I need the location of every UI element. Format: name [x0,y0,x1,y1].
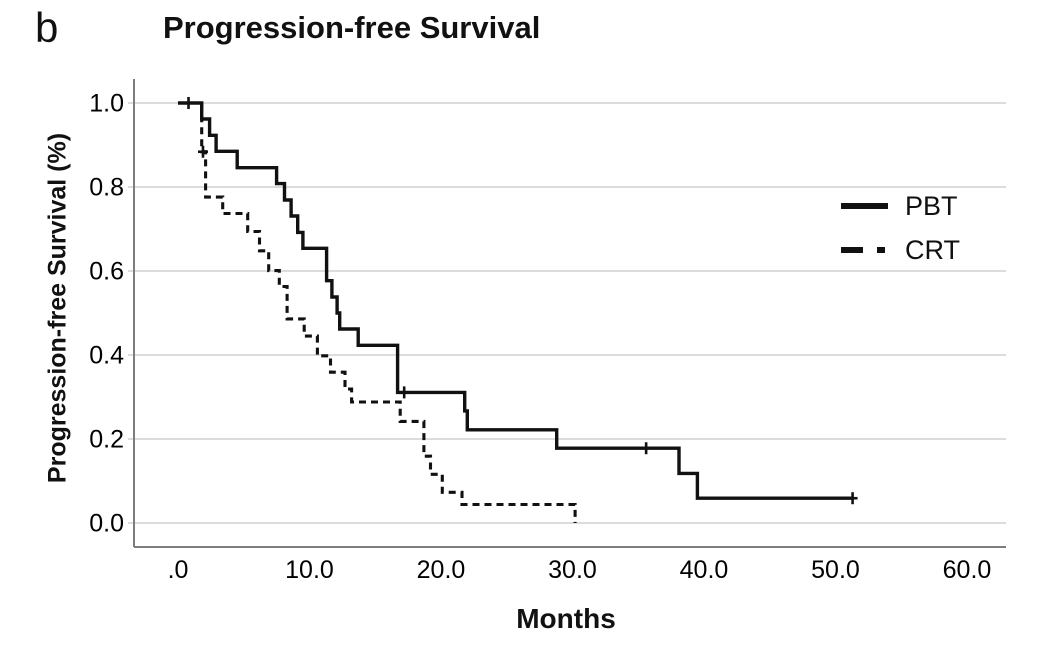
legend-label-crt: CRT [905,234,961,265]
pbt-survival-curve [178,101,853,500]
legend-label-pbt: PBT [905,190,958,221]
y-tick-label: 0.8 [89,174,124,202]
y-axis-title: Progression-free Survival (%) [43,132,72,484]
y-tick-label: 0.4 [89,342,124,370]
y-tick-label: 1.0 [89,90,124,118]
panel-label: b [35,4,59,51]
y-tick-label: 0.2 [89,426,124,454]
x-tick-label: 10.0 [285,556,334,584]
x-tick-label: 20.0 [417,556,466,584]
x-tick-label: .0 [168,556,189,584]
y-tick-label: 0.0 [89,510,124,538]
x-axis-title: Months [516,603,616,634]
legend-entry-pbt: PBT [840,184,960,228]
legend: PBT CRT [840,184,960,272]
x-tick-label: 30.0 [548,556,597,584]
legend-entry-crt: CRT [840,228,960,272]
x-tick-label: 40.0 [680,556,729,584]
crt-survival-curve [178,101,577,523]
chart-title: Progression-free Survival [163,10,541,45]
pbt-solid-line-sample [841,203,888,209]
x-tick-label: 50.0 [811,556,860,584]
y-tick-label: 0.6 [89,258,124,286]
x-tick-label: 60.0 [943,556,992,584]
crt-dashed-line-sample [841,247,888,253]
